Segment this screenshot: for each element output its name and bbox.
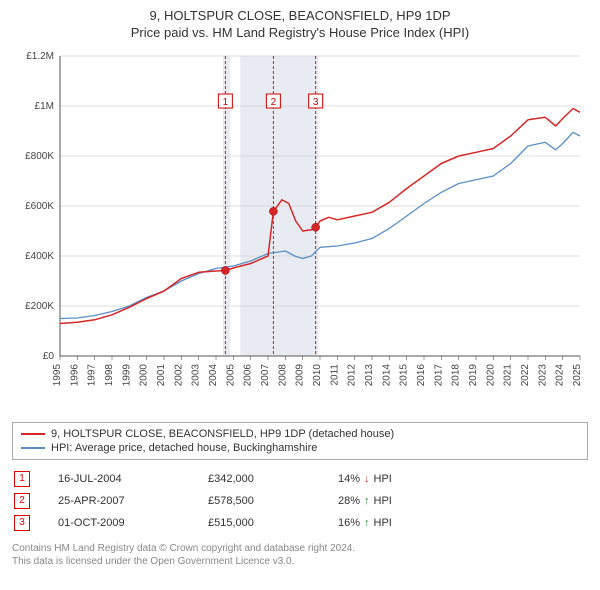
arrow-down-icon: ↓ xyxy=(364,473,370,485)
chart-title: 9, HOLTSPUR CLOSE, BEACONSFIELD, HP9 1DP… xyxy=(12,8,588,42)
event-price-2: £578,500 xyxy=(208,495,338,507)
legend-swatch-property xyxy=(21,433,45,435)
svg-text:2012: 2012 xyxy=(347,363,358,386)
event-marker-3: 3 xyxy=(14,515,30,531)
event-diff-3: 16% ↑ HPI xyxy=(338,517,392,529)
footer-line-1: Contains HM Land Registry data © Crown c… xyxy=(12,542,588,555)
event-date-3: 01-OCT-2009 xyxy=(58,517,208,529)
svg-text:2009: 2009 xyxy=(295,363,306,386)
svg-text:2006: 2006 xyxy=(243,363,254,386)
footer-line-2: This data is licensed under the Open Gov… xyxy=(12,555,588,568)
svg-text:£600K: £600K xyxy=(25,201,54,212)
svg-text:1996: 1996 xyxy=(69,363,80,386)
legend: 9, HOLTSPUR CLOSE, BEACONSFIELD, HP9 1DP… xyxy=(12,422,588,460)
event-date-2: 25-APR-2007 xyxy=(58,495,208,507)
event-price-1: £342,000 xyxy=(208,473,338,485)
event-row-1: 1 16-JUL-2004 £342,000 14% ↓ HPI xyxy=(12,468,588,490)
svg-text:£400K: £400K xyxy=(25,251,54,262)
legend-label-hpi: HPI: Average price, detached house, Buck… xyxy=(51,442,317,454)
event-marker-2: 2 xyxy=(14,493,30,509)
chart-plot: £0 £200K £400K £600K £800K £1M £1.2M 1995 1996 19… xyxy=(12,46,588,416)
svg-text:1995: 1995 xyxy=(52,363,63,386)
event-price-3: £515,000 xyxy=(208,517,338,529)
svg-text:2014: 2014 xyxy=(381,363,392,386)
events-table: 1 16-JUL-2004 £342,000 14% ↓ HPI 2 25-AP… xyxy=(12,468,588,534)
svg-text:2002: 2002 xyxy=(173,363,184,386)
svg-text:1997: 1997 xyxy=(87,363,98,386)
svg-text:1: 1 xyxy=(223,97,229,108)
legend-row-hpi: HPI: Average price, detached house, Buck… xyxy=(21,441,579,455)
title-line-1: 9, HOLTSPUR CLOSE, BEACONSFIELD, HP9 1DP xyxy=(12,8,588,25)
legend-swatch-hpi xyxy=(21,447,45,449)
svg-text:2010: 2010 xyxy=(312,363,323,386)
svg-text:1998: 1998 xyxy=(104,363,115,386)
svg-text:2005: 2005 xyxy=(225,363,236,386)
legend-row-property: 9, HOLTSPUR CLOSE, BEACONSFIELD, HP9 1DP… xyxy=(21,427,579,441)
event-row-2: 2 25-APR-2007 £578,500 28% ↑ HPI xyxy=(12,490,588,512)
svg-text:2019: 2019 xyxy=(468,363,479,386)
chart-container: 9, HOLTSPUR CLOSE, BEACONSFIELD, HP9 1DP… xyxy=(0,0,600,574)
svg-text:2017: 2017 xyxy=(433,363,444,386)
title-line-2: Price paid vs. HM Land Registry's House … xyxy=(12,25,588,42)
svg-text:2001: 2001 xyxy=(156,363,167,386)
svg-text:2024: 2024 xyxy=(555,363,566,386)
svg-text:2015: 2015 xyxy=(399,363,410,386)
svg-text:£0: £0 xyxy=(43,351,55,362)
svg-text:2025: 2025 xyxy=(572,363,583,386)
svg-text:2020: 2020 xyxy=(485,363,496,386)
svg-text:£1M: £1M xyxy=(35,101,54,112)
svg-text:2022: 2022 xyxy=(520,363,531,386)
svg-text:2023: 2023 xyxy=(537,363,548,386)
arrow-up-icon: ↑ xyxy=(364,495,370,507)
legend-label-property: 9, HOLTSPUR CLOSE, BEACONSFIELD, HP9 1DP… xyxy=(51,428,394,440)
footer: Contains HM Land Registry data © Crown c… xyxy=(12,542,588,568)
chart-svg: £0 £200K £400K £600K £800K £1M £1.2M 1995 1996 19… xyxy=(12,46,588,416)
event-date-1: 16-JUL-2004 xyxy=(58,473,208,485)
svg-text:£200K: £200K xyxy=(25,301,54,312)
svg-text:2000: 2000 xyxy=(139,363,150,386)
svg-text:1999: 1999 xyxy=(121,363,132,386)
svg-text:2016: 2016 xyxy=(416,363,427,386)
svg-text:2011: 2011 xyxy=(329,363,340,385)
svg-text:£1.2M: £1.2M xyxy=(26,51,54,62)
svg-text:£800K: £800K xyxy=(25,151,54,162)
svg-text:2013: 2013 xyxy=(364,363,375,386)
svg-text:2021: 2021 xyxy=(503,363,514,386)
svg-text:2007: 2007 xyxy=(260,363,271,386)
event-row-3: 3 01-OCT-2009 £515,000 16% ↑ HPI xyxy=(12,512,588,534)
arrow-up-icon: ↑ xyxy=(364,517,370,529)
svg-text:2: 2 xyxy=(271,97,277,108)
svg-text:2004: 2004 xyxy=(208,363,219,386)
event-diff-1: 14% ↓ HPI xyxy=(338,473,392,485)
svg-text:2018: 2018 xyxy=(451,363,462,386)
event-marker-1: 1 xyxy=(14,471,30,487)
svg-text:3: 3 xyxy=(313,97,319,108)
svg-text:2003: 2003 xyxy=(191,363,202,386)
event-diff-2: 28% ↑ HPI xyxy=(338,495,392,507)
svg-text:2008: 2008 xyxy=(277,363,288,386)
